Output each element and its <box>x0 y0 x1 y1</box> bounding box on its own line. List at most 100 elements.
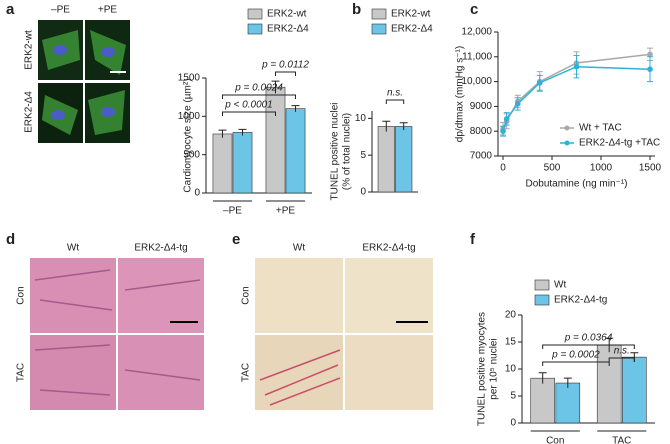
x-tick-label: Con <box>546 436 564 444</box>
y-tick-label: 12,000 <box>461 27 492 38</box>
image-column-label: Wt <box>293 243 305 254</box>
image-row-label: TAC <box>16 363 27 382</box>
annotation: n.s. <box>387 88 403 99</box>
significance-bracket <box>385 99 405 104</box>
panel-letter: b <box>352 1 361 18</box>
bar <box>377 126 395 193</box>
bar <box>596 344 622 424</box>
legend-label: ERK2-wt <box>391 9 431 20</box>
error-bar <box>399 122 408 131</box>
point <box>514 101 521 107</box>
error-bar <box>218 129 227 138</box>
image-column-label: ERK2-Δ4-tg <box>134 243 187 254</box>
image-column-label: Wt <box>67 243 79 254</box>
micrographs-d <box>30 258 204 410</box>
y-tick-label: 10 <box>355 113 367 124</box>
annotation: n.s. <box>614 346 630 357</box>
annotation: p = 0.0364 <box>564 333 613 344</box>
panel-letter: c <box>470 1 478 18</box>
legend-label: ERK2-Δ4 <box>391 24 433 35</box>
annotation: p = 0.0112 <box>261 60 309 71</box>
y-axis-label: per 10⁵ nuclei <box>489 338 500 399</box>
legend-swatch <box>247 23 263 35</box>
bar <box>622 356 647 424</box>
error-bar <box>563 377 572 388</box>
error-bar <box>382 120 391 132</box>
y-axis-label: TUNEL positive nuclei <box>330 102 341 200</box>
bar <box>530 377 555 424</box>
significance-bracket <box>221 111 276 116</box>
panel-letter: f <box>470 231 476 248</box>
error-bar <box>271 80 280 94</box>
annotation: p < 0.0001 <box>224 100 273 111</box>
y-axis-label: Cardiomyocyte size (µm²) <box>183 78 194 192</box>
y-tick-label: 9000 <box>470 101 493 112</box>
y-tick-label: 0 <box>194 188 200 199</box>
error-bar <box>238 128 247 136</box>
x-tick-label: 500 <box>544 163 561 174</box>
point <box>500 128 506 134</box>
panel-letter: d <box>6 231 15 248</box>
legend-swatch <box>371 23 387 35</box>
y-tick-label: 1000 <box>178 111 201 122</box>
image-row-label: ERK2-wt <box>24 30 35 70</box>
point <box>536 80 543 86</box>
significance-bracket <box>608 357 635 362</box>
y-tick-label: 8000 <box>470 126 493 137</box>
point <box>647 66 653 72</box>
y-tick-label: 11,000 <box>462 51 492 62</box>
bar <box>395 126 413 193</box>
y-axis-label: dp/dtmax (mmHg s⁻¹) <box>455 46 466 142</box>
legend-swatch <box>534 279 550 291</box>
y-tick-label: 500 <box>183 149 200 160</box>
panel-letter: e <box>232 231 240 248</box>
point <box>573 63 580 70</box>
y-tick-label: 10 <box>505 364 517 375</box>
image-column-label: +PE <box>98 5 118 16</box>
legend-swatch <box>247 8 263 20</box>
bar <box>232 132 253 194</box>
micrographs-a <box>38 20 130 143</box>
point <box>647 51 653 58</box>
bar <box>212 133 233 194</box>
legend-label: ERK2-Δ4-tg <box>554 295 607 306</box>
legend-swatch <box>371 8 387 20</box>
error-bar <box>291 105 300 112</box>
legend-label: Wt + TAC <box>579 123 622 134</box>
annotation: p = 0.0002 <box>551 350 600 361</box>
legend-swatch <box>564 140 570 146</box>
y-tick-label: 15 <box>505 337 517 348</box>
legend-label: ERK2-Δ4-tg +TAC <box>579 138 660 149</box>
y-tick-label: 7000 <box>470 151 493 162</box>
significance-bracket <box>542 361 610 366</box>
significance-bracket <box>542 344 635 349</box>
y-tick-label: 20 <box>505 310 517 321</box>
x-tick-label: TAC <box>612 436 631 444</box>
y-tick-label: 5 <box>360 150 366 161</box>
bar <box>285 108 306 194</box>
bar <box>555 382 581 424</box>
x-tick-label: 0 <box>500 163 506 174</box>
y-axis-label: TUNEL positive myocytes <box>477 312 488 426</box>
x-tick-label: +PE <box>276 206 296 217</box>
y-tick-label: 0 <box>510 418 516 429</box>
panel-letter: a <box>6 1 15 18</box>
error-bar <box>538 372 547 384</box>
legend-swatch <box>534 294 550 306</box>
legend-swatch <box>564 125 570 131</box>
image-column-label: –PE <box>51 5 70 16</box>
micrographs-e <box>255 258 433 410</box>
y-tick-label: 1500 <box>178 73 201 84</box>
x-tick-label: 1500 <box>639 163 662 174</box>
image-column-label: ERK2-Δ4-tg <box>362 243 415 254</box>
point <box>503 116 510 122</box>
annotation: p = 0.0024 <box>234 83 283 94</box>
y-tick-label: 5 <box>510 391 516 402</box>
image-row-label: TAC <box>241 363 252 382</box>
x-axis-label: Dobutamine (ng min⁻¹) <box>526 179 628 190</box>
y-tick-label: 10,000 <box>461 76 492 87</box>
legend-label: Wt <box>554 280 566 291</box>
x-tick-label: –PE <box>223 206 242 217</box>
image-row-label: ERK2-Δ4 <box>24 91 35 133</box>
